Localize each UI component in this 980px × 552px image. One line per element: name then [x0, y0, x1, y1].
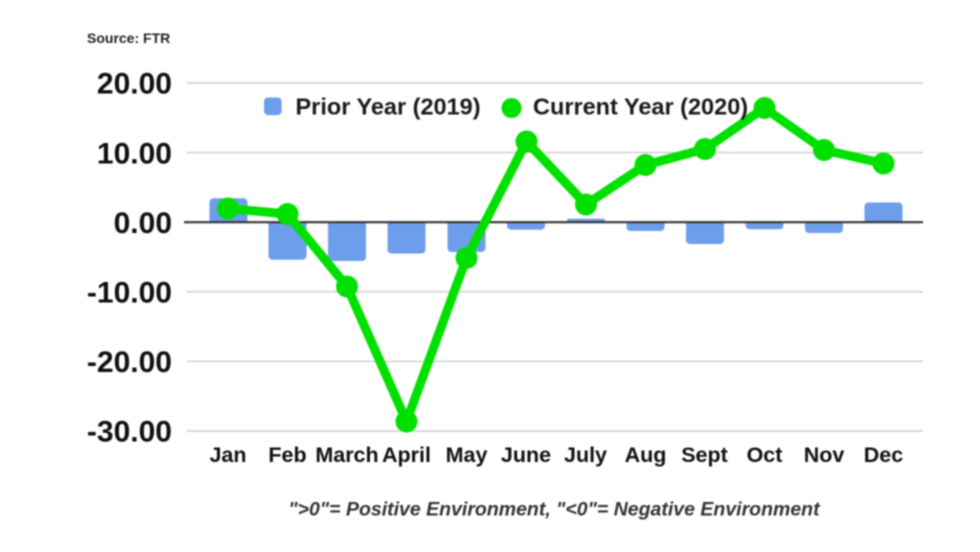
- svg-text:10.00: 10.00: [97, 137, 172, 170]
- svg-text:April: April: [382, 443, 431, 467]
- svg-text:June: June: [501, 443, 551, 467]
- svg-text:">0"= Positive Environment, "<: ">0"= Positive Environment, "<0"= Negati…: [288, 499, 821, 521]
- svg-text:Current Year (2020): Current Year (2020): [533, 94, 748, 120]
- svg-text:-20.00: -20.00: [87, 346, 172, 379]
- svg-text:Nov: Nov: [804, 443, 845, 467]
- svg-text:Jan: Jan: [209, 443, 246, 467]
- svg-text:Dec: Dec: [864, 443, 903, 467]
- svg-text:March: March: [315, 443, 378, 467]
- svg-text:-30.00: -30.00: [87, 416, 172, 449]
- svg-text:July: July: [564, 443, 607, 467]
- svg-text:20.00: 20.00: [97, 68, 172, 101]
- svg-text:0.00: 0.00: [114, 207, 172, 240]
- svg-text:-10.00: -10.00: [87, 277, 172, 310]
- svg-text:Oct: Oct: [747, 443, 783, 467]
- svg-text:Source: FTR: Source: FTR: [87, 30, 170, 46]
- svg-text:Aug: Aug: [625, 443, 667, 467]
- svg-text:Prior Year (2019): Prior Year (2019): [296, 94, 481, 120]
- svg-text:Feb: Feb: [268, 443, 306, 467]
- svg-text:Sept: Sept: [681, 443, 728, 467]
- svg-text:May: May: [446, 443, 488, 467]
